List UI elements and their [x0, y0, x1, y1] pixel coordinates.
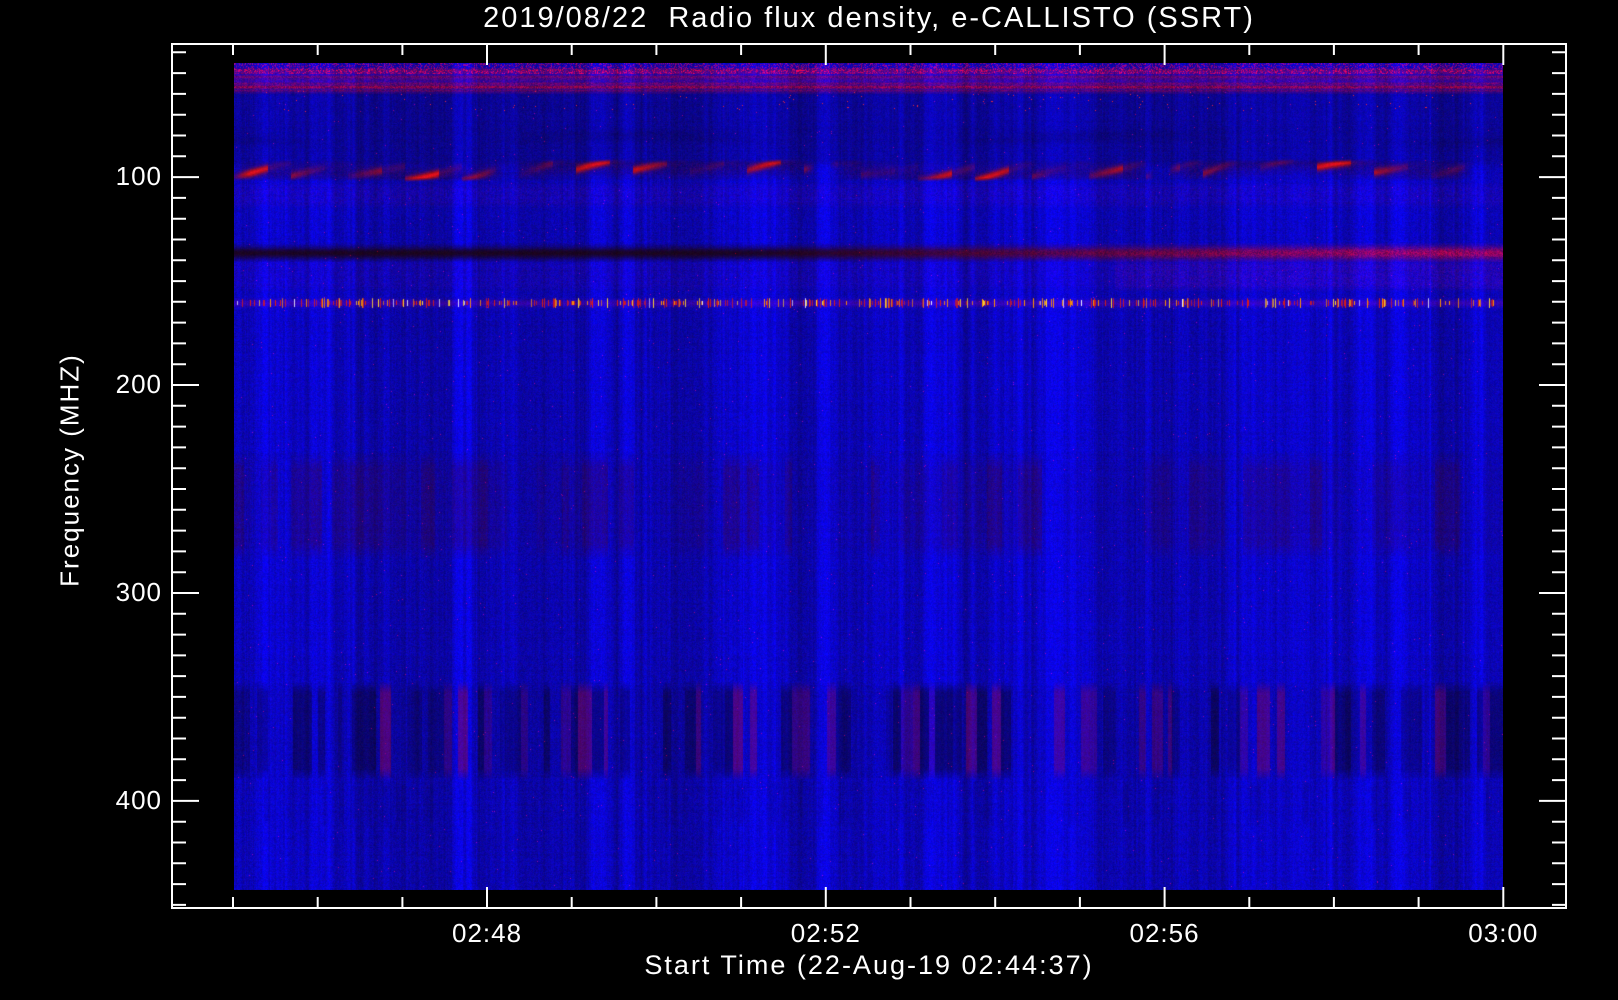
plot-frame	[171, 43, 1567, 909]
axis-ticks	[173, 45, 1565, 907]
y-tick-label: 400	[115, 784, 162, 815]
x-tick-label: 02:52	[790, 918, 861, 948]
x-tick-label: 02:56	[1129, 918, 1200, 948]
x-axis-label: Start Time (22-Aug-19 02:44:37)	[644, 950, 1094, 980]
y-tick-label: 100	[115, 161, 162, 192]
x-tick-label: 03:00	[1468, 918, 1539, 948]
y-tick-label: 300	[115, 576, 162, 607]
spectrogram-image	[234, 63, 1503, 890]
x-tick-label: 02:48	[452, 918, 523, 948]
y-tick-label: 200	[115, 369, 162, 400]
chart-title: 2019/08/22 Radio flux density, e-CALLIST…	[483, 2, 1255, 34]
